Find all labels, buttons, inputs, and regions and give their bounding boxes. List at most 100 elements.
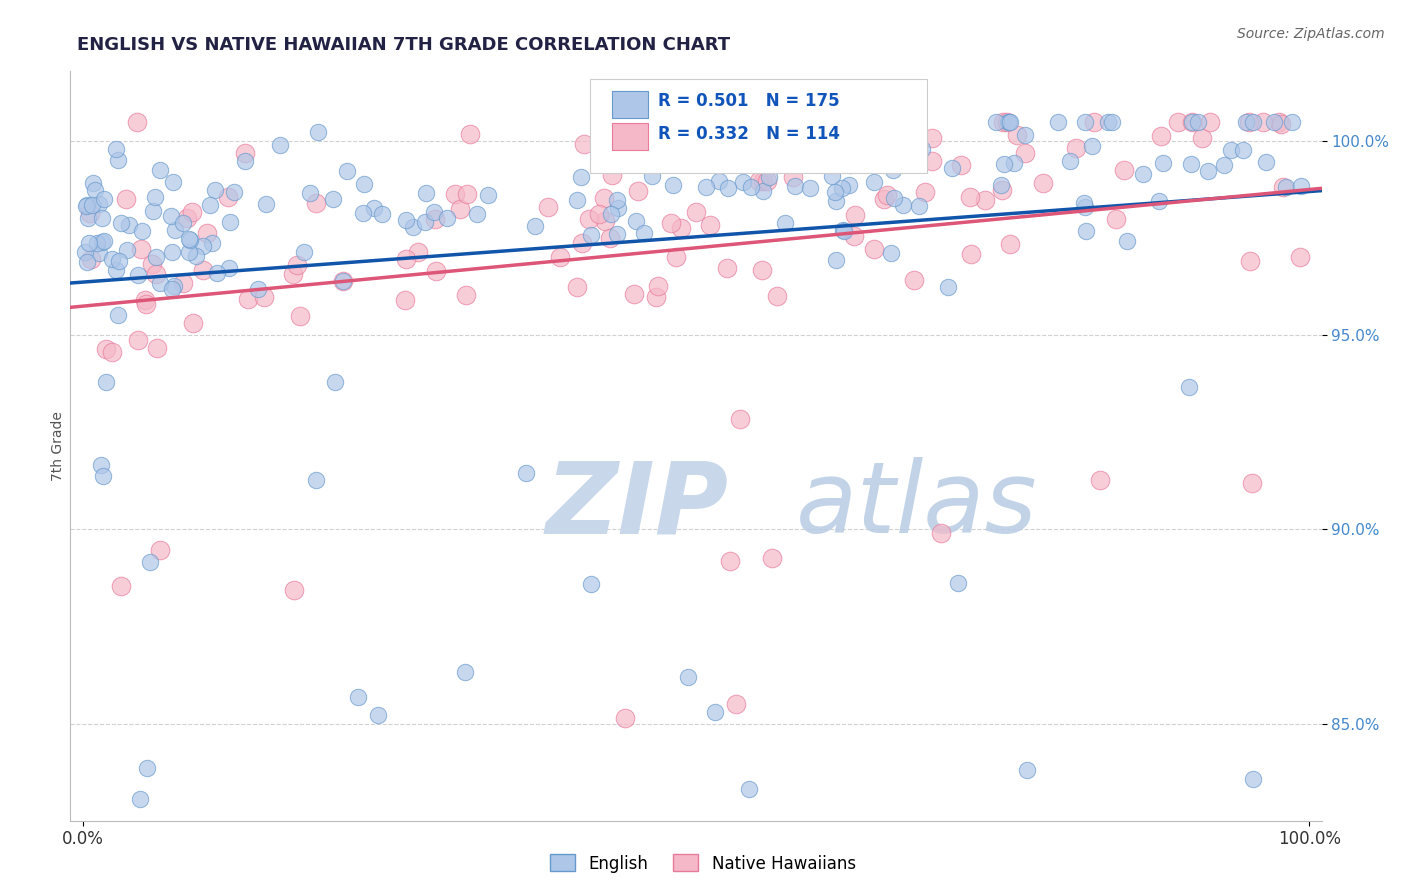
Point — [222, 185, 245, 199]
Point — [834, 224, 856, 238]
Point — [1105, 212, 1128, 227]
Point — [143, 189, 166, 203]
Point — [685, 205, 707, 219]
Point — [1090, 473, 1112, 487]
Point — [218, 261, 240, 276]
Point — [73, 244, 96, 259]
Point — [599, 231, 621, 245]
Point — [959, 190, 981, 204]
Point — [929, 526, 952, 541]
Point — [79, 206, 101, 220]
Point — [1097, 115, 1119, 129]
Point — [107, 153, 129, 168]
Point — [1178, 380, 1201, 394]
Point — [128, 791, 150, 805]
Point — [645, 290, 668, 304]
Point — [100, 344, 122, 359]
Point — [578, 212, 600, 227]
Point — [146, 341, 169, 355]
Point — [246, 282, 269, 296]
Point — [91, 468, 114, 483]
Point — [633, 226, 655, 240]
Point — [581, 576, 603, 591]
Point — [195, 226, 218, 240]
Point — [824, 186, 846, 200]
Point — [1152, 156, 1174, 170]
Point — [883, 191, 905, 205]
Point — [219, 215, 242, 229]
Point — [254, 197, 277, 211]
Point — [761, 551, 783, 566]
Point — [422, 205, 444, 219]
Point — [77, 236, 100, 251]
Point — [1197, 163, 1219, 178]
Point — [406, 244, 429, 259]
Point — [336, 164, 359, 178]
Point — [217, 190, 239, 204]
Point — [449, 202, 471, 217]
Point — [671, 221, 693, 235]
Point — [141, 256, 163, 270]
Point — [127, 268, 149, 282]
Point — [415, 215, 437, 229]
Point — [145, 250, 167, 264]
Point — [758, 169, 780, 184]
Point — [253, 290, 276, 304]
Point — [1149, 128, 1171, 143]
Point — [733, 175, 755, 189]
Point — [159, 209, 181, 223]
Point — [101, 252, 124, 266]
Point — [990, 178, 1012, 193]
Point — [347, 690, 370, 704]
Point — [425, 263, 447, 277]
Point — [292, 244, 315, 259]
Point — [716, 260, 738, 275]
Point — [839, 158, 862, 172]
Point — [624, 214, 647, 228]
Point — [477, 188, 499, 202]
Point — [91, 235, 114, 249]
Point — [127, 333, 149, 347]
Point — [172, 216, 194, 230]
Point — [1237, 115, 1260, 129]
Point — [891, 198, 914, 212]
Legend: English, Native Hawaiians: English, Native Hawaiians — [544, 847, 862, 880]
Point — [179, 245, 201, 260]
Point — [1263, 115, 1285, 129]
Point — [910, 142, 932, 156]
Point — [730, 411, 752, 425]
Point — [269, 137, 291, 152]
Point — [332, 273, 354, 287]
Point — [1076, 224, 1098, 238]
Point — [283, 582, 305, 597]
Point — [548, 250, 571, 264]
Point — [394, 293, 416, 307]
Point — [755, 174, 778, 188]
Point — [718, 554, 741, 568]
Point — [1116, 234, 1139, 248]
Point — [145, 267, 167, 281]
Point — [353, 177, 375, 191]
Text: atlas: atlas — [796, 458, 1038, 555]
Point — [695, 180, 717, 194]
Point — [1073, 200, 1095, 214]
Point — [1002, 156, 1025, 170]
Point — [108, 253, 131, 268]
Point — [707, 174, 730, 188]
Point — [1005, 128, 1028, 142]
Point — [148, 163, 170, 178]
Point — [80, 252, 103, 266]
Point — [1241, 476, 1264, 491]
Point — [1167, 115, 1189, 129]
Point — [567, 280, 589, 294]
Point — [716, 181, 738, 195]
Point — [1073, 115, 1095, 129]
Point — [94, 342, 117, 356]
Point — [799, 180, 821, 194]
Point — [233, 145, 256, 160]
Point — [606, 227, 628, 241]
Point — [465, 206, 488, 220]
Point — [859, 120, 882, 134]
Point — [579, 228, 602, 243]
Point — [105, 263, 128, 277]
